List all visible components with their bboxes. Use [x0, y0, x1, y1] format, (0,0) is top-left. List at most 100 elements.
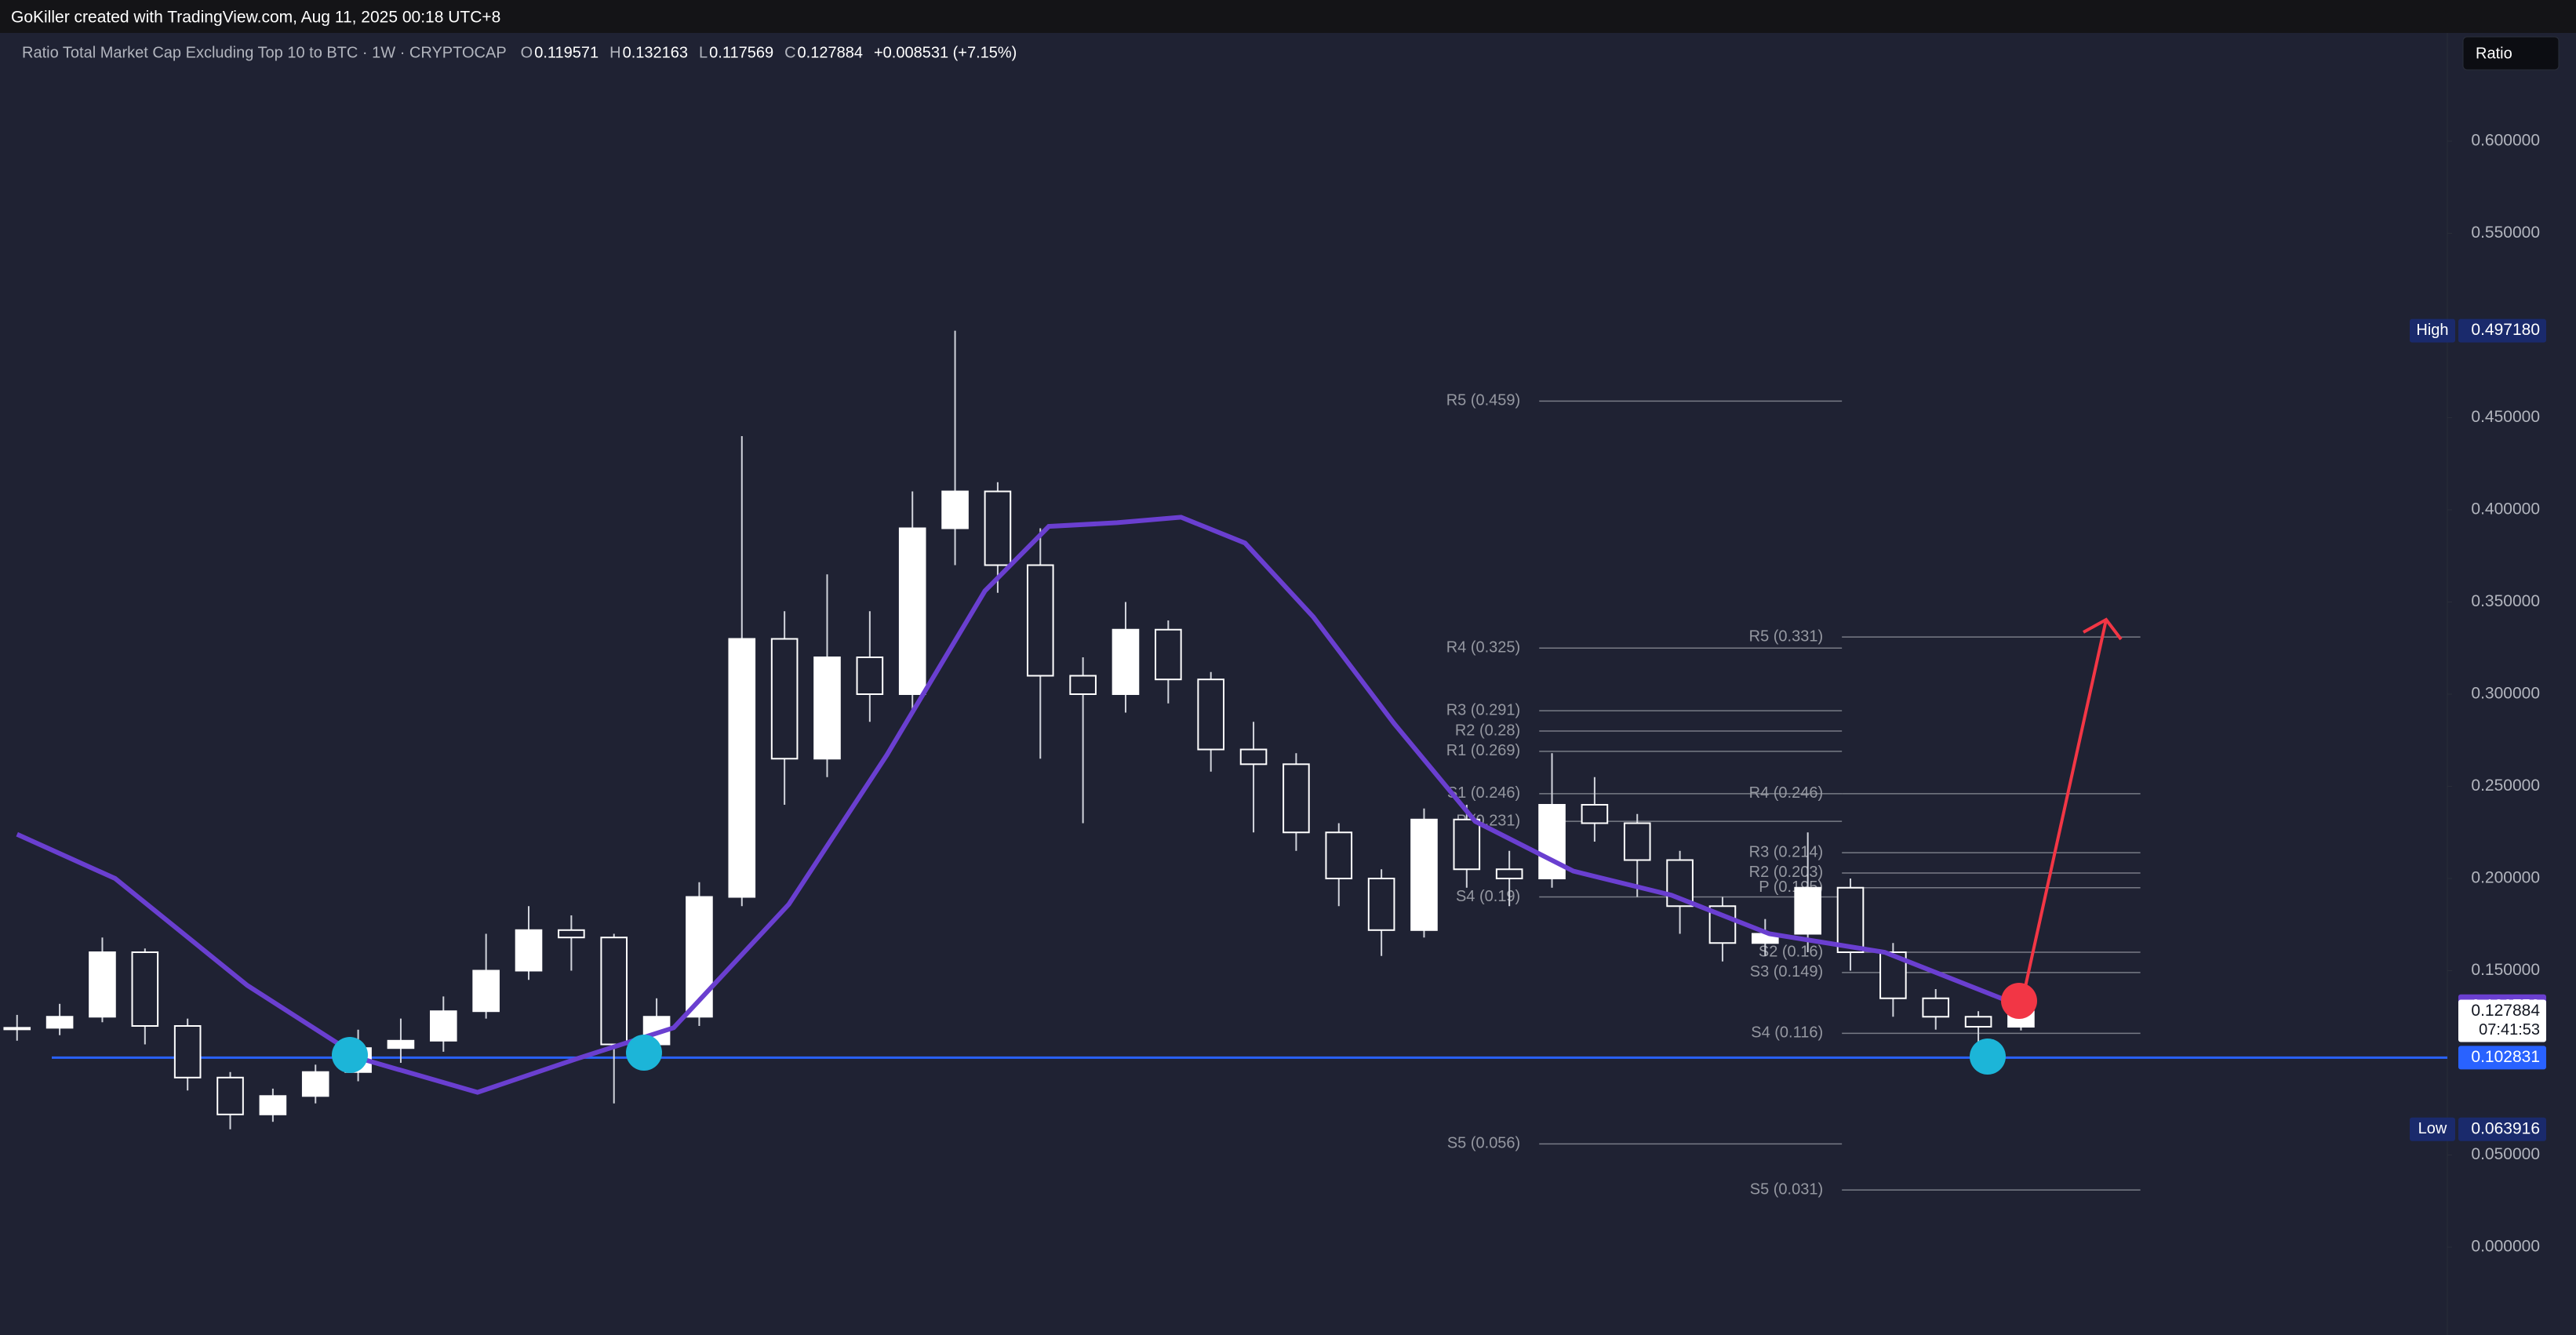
candle-body — [216, 1076, 244, 1115]
ratio-button[interactable] — [2462, 36, 2560, 71]
marker-circle — [2001, 983, 2037, 1019]
candle-body — [301, 1071, 329, 1097]
marker-circle — [1970, 1039, 2006, 1075]
candle-body — [1026, 564, 1054, 677]
moving-average — [16, 515, 2022, 1095]
price-axis: 0.600000 0.550000 0.450000 0.400000 0.350000… — [2410, 132, 2546, 1256]
y-tick-label: 0.550000 — [2471, 224, 2540, 242]
candle-body — [1879, 951, 1907, 999]
candle-body — [1836, 886, 1865, 953]
candle-body — [1069, 675, 1097, 695]
candle-body — [984, 490, 1012, 566]
price-tag — [2458, 999, 2546, 1042]
candle-body — [515, 929, 543, 972]
candle-body — [1410, 818, 1438, 931]
candle-body — [1155, 628, 1182, 681]
pivot-label: R2 (0.28) — [1455, 722, 1520, 739]
candle-body — [387, 1039, 415, 1049]
legend-value: 0.119571 — [534, 44, 599, 61]
candle-body — [1794, 886, 1821, 935]
legend-key: C — [784, 44, 795, 61]
price-tag-label: 0.127884 — [2471, 1002, 2540, 1020]
plot: R5 (0.459) R4 (0.325) R3 (0.291) R2 (0.28) R… — [3, 330, 2447, 1198]
candle-body — [558, 929, 585, 939]
arrow — [2022, 619, 2108, 995]
candle-body — [1283, 763, 1310, 834]
y-tick-label: 0.200000 — [2471, 869, 2540, 887]
candle-body — [1239, 748, 1268, 766]
legend-change: +0.008531 (+7.15%) — [874, 44, 1017, 61]
y-tick-label: 0.000000 — [2471, 1238, 2540, 1256]
candle-body — [1922, 997, 1950, 1018]
price-tag-name: High — [2416, 322, 2448, 339]
price-tag-name: Low — [2418, 1120, 2447, 1137]
legend-value: 0.117569 — [709, 44, 773, 61]
pivot-label: S4 (0.116) — [1751, 1024, 1823, 1042]
y-tick-label: 0.050000 — [2471, 1145, 2540, 1163]
candle-body — [1112, 628, 1140, 695]
pivot-label: R1 (0.269) — [1446, 742, 1521, 759]
legend-value: 0.127884 — [798, 44, 863, 61]
candle-body — [429, 1010, 457, 1042]
drawings — [332, 617, 2123, 1075]
top-bar — [0, 0, 2576, 33]
candle-body — [770, 638, 799, 760]
legend-key: L — [699, 44, 708, 61]
pivot-label: R3 (0.291) — [1446, 701, 1521, 718]
price-tag-label: 0.063916 — [2471, 1119, 2540, 1137]
pivot-label: R2 (0.203) — [1749, 864, 1824, 881]
candle-body — [1495, 868, 1523, 879]
price-tag-label: 0.497180 — [2471, 321, 2540, 339]
candle-body — [686, 896, 713, 1018]
y-tick-label: 0.600000 — [2471, 132, 2540, 150]
candle-body — [472, 969, 500, 1013]
pivot-label: S5 (0.056) — [1447, 1135, 1520, 1152]
pivot-label: S4 (0.19) — [1456, 888, 1520, 905]
candle-body — [173, 1025, 202, 1079]
pivot-label: S3 (0.149) — [1750, 963, 1823, 980]
legend-key: H — [609, 44, 620, 61]
candle-body — [1623, 822, 1651, 861]
candle-body — [898, 527, 926, 695]
candle-body — [941, 490, 969, 529]
candle-body — [728, 638, 756, 898]
price-tag — [2458, 1046, 2546, 1070]
candle-body — [1453, 818, 1481, 871]
marker-circle — [626, 1035, 662, 1071]
pivot-label: R5 (0.331) — [1749, 627, 1824, 645]
pivot-label: S2 (0.16) — [1759, 943, 1823, 960]
header-text: GoKiller created with TradingView.com, A… — [11, 9, 500, 27]
pivot-label: R3 (0.214) — [1749, 843, 1824, 860]
price-tag — [2458, 318, 2546, 343]
pivot-label: R5 (0.459) — [1446, 392, 1521, 409]
legend-value: 0.132163 — [623, 44, 688, 61]
y-tick-label: 0.450000 — [2471, 408, 2540, 426]
candle-body — [3, 1027, 31, 1031]
price-tag-name-box — [2410, 1117, 2455, 1141]
candle-body — [1325, 831, 1353, 879]
price-tag — [2458, 1117, 2546, 1141]
candle-body — [813, 657, 841, 760]
ratio-button-label[interactable]: Ratio — [2476, 45, 2512, 62]
candle-body — [1197, 678, 1224, 751]
candle-body — [131, 951, 159, 1027]
price-tag-label: 0.102831 — [2471, 1048, 2540, 1066]
candle-body — [856, 657, 884, 695]
marker-circle — [332, 1037, 368, 1073]
price-tag-name-box — [2410, 318, 2455, 343]
y-tick-label: 0.150000 — [2471, 961, 2540, 979]
legend: Ratio Total Market Cap Excluding Top 10 … — [22, 44, 1017, 61]
legend-key: O — [521, 44, 533, 61]
pivot-label: R4 (0.246) — [1749, 784, 1824, 802]
pivot-label: R4 (0.325) — [1446, 639, 1521, 657]
y-tick-label: 0.400000 — [2471, 500, 2540, 518]
candle-body — [600, 937, 628, 1046]
candle-body — [89, 951, 116, 1018]
candle-body — [259, 1095, 287, 1115]
arrow-head — [2083, 617, 2123, 641]
pivot-label: S5 (0.031) — [1750, 1180, 1823, 1198]
candle-body — [1964, 1016, 1992, 1028]
